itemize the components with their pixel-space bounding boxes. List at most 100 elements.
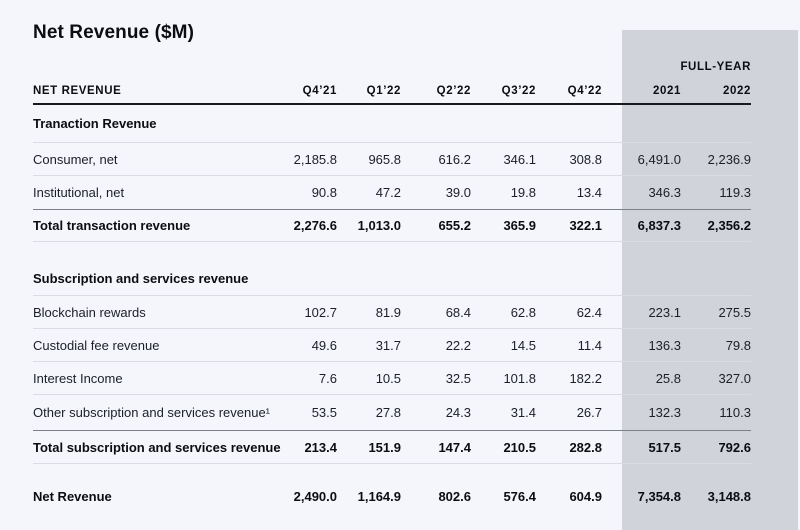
row-label: Other subscription and services revenue¹ <box>33 405 271 420</box>
value-cell: 2,276.6 <box>293 218 337 233</box>
value-cell: 182.2 <box>569 370 602 386</box>
value-cell: 13.4 <box>576 185 602 200</box>
value-cell: 616.2 <box>438 151 471 167</box>
value-cell: 308.8 <box>569 151 602 167</box>
table-row: Other subscription and services revenue¹… <box>33 395 751 431</box>
value-cell: 604.9 <box>569 489 602 504</box>
value-cell: 282.8 <box>569 439 602 455</box>
value-cell: 119.3 <box>719 185 751 200</box>
table-row: Blockchain rewards 102.7 81.9 68.4 62.8 62.4 2… <box>33 296 751 329</box>
value-cell: 49.6 <box>311 337 337 353</box>
value-cell: 2,185.8 <box>293 151 337 167</box>
table-row: Net Revenue 2,490.0 1,164.9 802.6 576.4 604.9… <box>33 480 751 513</box>
value-cell: 517.5 <box>648 439 681 455</box>
value-cell: 39.0 <box>445 185 471 200</box>
value-cell: 14.5 <box>510 337 536 353</box>
row-label: Total transaction revenue <box>33 218 191 233</box>
value-cell: 90.8 <box>311 185 337 200</box>
value-cell: 2,236.9 <box>707 151 751 167</box>
value-cell: 346.3 <box>648 185 681 200</box>
value-cell: 79.8 <box>725 337 751 353</box>
value-cell: 32.5 <box>445 370 471 386</box>
value-cell: 3,148.8 <box>707 489 751 504</box>
table-row: Total transaction revenue 2,276.6 1,013.0 6… <box>33 210 751 242</box>
row-label: Custodial fee revenue <box>33 337 160 353</box>
value-cell: 102.7 <box>304 304 337 320</box>
value-cell: 10.5 <box>375 370 401 386</box>
table-row: Subscription and services revenue <box>33 261 751 296</box>
value-cell: 655.2 <box>438 218 471 233</box>
value-cell: 7.6 <box>318 370 337 386</box>
value-cell: 31.4 <box>510 405 536 420</box>
value-cell: 68.4 <box>445 304 471 320</box>
row-label: Institutional, net <box>33 185 125 200</box>
value-cell: 6,491.0 <box>637 151 681 167</box>
full-year-highlight-band <box>622 30 798 530</box>
column-header-fy-2021: 2021 <box>653 84 681 97</box>
table-row: Total subscription and services revenue 2… <box>33 431 751 464</box>
value-cell: 24.3 <box>445 405 471 420</box>
value-cell: 322.1 <box>569 218 602 233</box>
full-year-label: FULL-YEAR <box>680 61 751 73</box>
column-header-fy-2022: 2022 <box>723 84 751 97</box>
value-cell: 19.8 <box>510 185 536 200</box>
value-cell: 47.2 <box>375 185 401 200</box>
value-cell: 101.8 <box>503 370 536 386</box>
spacer-row <box>33 242 751 261</box>
value-cell: 25.8 <box>655 370 681 386</box>
value-cell: 365.9 <box>503 218 536 233</box>
row-label: Blockchain rewards <box>33 304 146 320</box>
value-cell: 1,164.9 <box>357 489 401 504</box>
column-header-q4-21: Q4’21 <box>302 84 337 97</box>
value-cell: 26.7 <box>576 405 602 420</box>
value-cell: 136.3 <box>648 337 681 353</box>
value-cell: 11.4 <box>577 337 602 353</box>
value-cell: 965.8 <box>368 151 401 167</box>
column-header-q3-22: Q3’22 <box>501 84 536 97</box>
table-row: Custodial fee revenue 49.6 31.7 22.2 14.5 11.… <box>33 329 751 362</box>
value-cell: 792.6 <box>718 439 751 455</box>
value-cell: 53.5 <box>311 405 337 420</box>
value-cell: 6,837.3 <box>637 218 681 233</box>
value-cell: 210.5 <box>503 439 536 455</box>
column-header-q2-22: Q2’22 <box>436 84 471 97</box>
table-header-row: NET REVENUE Q4’21 Q1’22 Q2’22 Q3’22 Q4’2… <box>33 78 751 105</box>
value-cell: 110.3 <box>719 405 751 420</box>
value-cell: 1,013.0 <box>357 218 401 233</box>
table-row: Tranaction Revenue <box>33 105 751 143</box>
table-row: Interest Income 7.6 10.5 32.5 101.8 182.2 25.8… <box>33 362 751 395</box>
spacer-row <box>33 464 751 480</box>
table-row: Institutional, net 90.8 47.2 39.0 19.8 13.4 34… <box>33 176 751 210</box>
value-cell: 275.5 <box>718 304 751 320</box>
column-header-net-revenue: NET REVENUE <box>33 84 122 97</box>
table-body: Tranaction Revenue Consumer, net 2,185.8 96… <box>33 105 751 513</box>
value-cell: 2,356.2 <box>707 218 751 233</box>
value-cell: 22.2 <box>445 337 471 353</box>
value-cell: 81.9 <box>375 304 401 320</box>
column-header-q4-22: Q4’22 <box>567 84 602 97</box>
net-revenue-table: FULL-YEAR NET REVENUE Q4’21 Q1’22 Q2’22 … <box>33 56 786 513</box>
value-cell: 27.8 <box>375 405 401 420</box>
value-cell: 151.9 <box>368 439 401 455</box>
table-row: Consumer, net 2,185.8 965.8 616.2 346.1 308.8… <box>33 143 751 176</box>
value-cell: 7,354.8 <box>637 489 681 504</box>
value-cell: 62.4 <box>576 304 602 320</box>
value-cell: 576.4 <box>503 489 536 504</box>
value-cell: 62.8 <box>510 304 536 320</box>
value-cell: 346.1 <box>503 151 536 167</box>
value-cell: 132.3 <box>648 405 681 420</box>
value-cell: 327.0 <box>718 370 751 386</box>
column-header-q1-22: Q1’22 <box>366 84 401 97</box>
value-cell: 31.7 <box>375 337 401 353</box>
row-label: Consumer, net <box>33 151 118 167</box>
full-year-header-row: FULL-YEAR <box>33 56 751 78</box>
row-label: Subscription and services revenue <box>33 270 249 286</box>
value-cell: 2,490.0 <box>293 489 337 504</box>
row-label: Tranaction Revenue <box>33 116 157 131</box>
value-cell: 213.4 <box>304 439 337 455</box>
row-label: Total subscription and services revenue <box>33 439 281 455</box>
value-cell: 802.6 <box>438 489 471 504</box>
value-cell: 147.4 <box>438 439 471 455</box>
row-label: Interest Income <box>33 370 123 386</box>
